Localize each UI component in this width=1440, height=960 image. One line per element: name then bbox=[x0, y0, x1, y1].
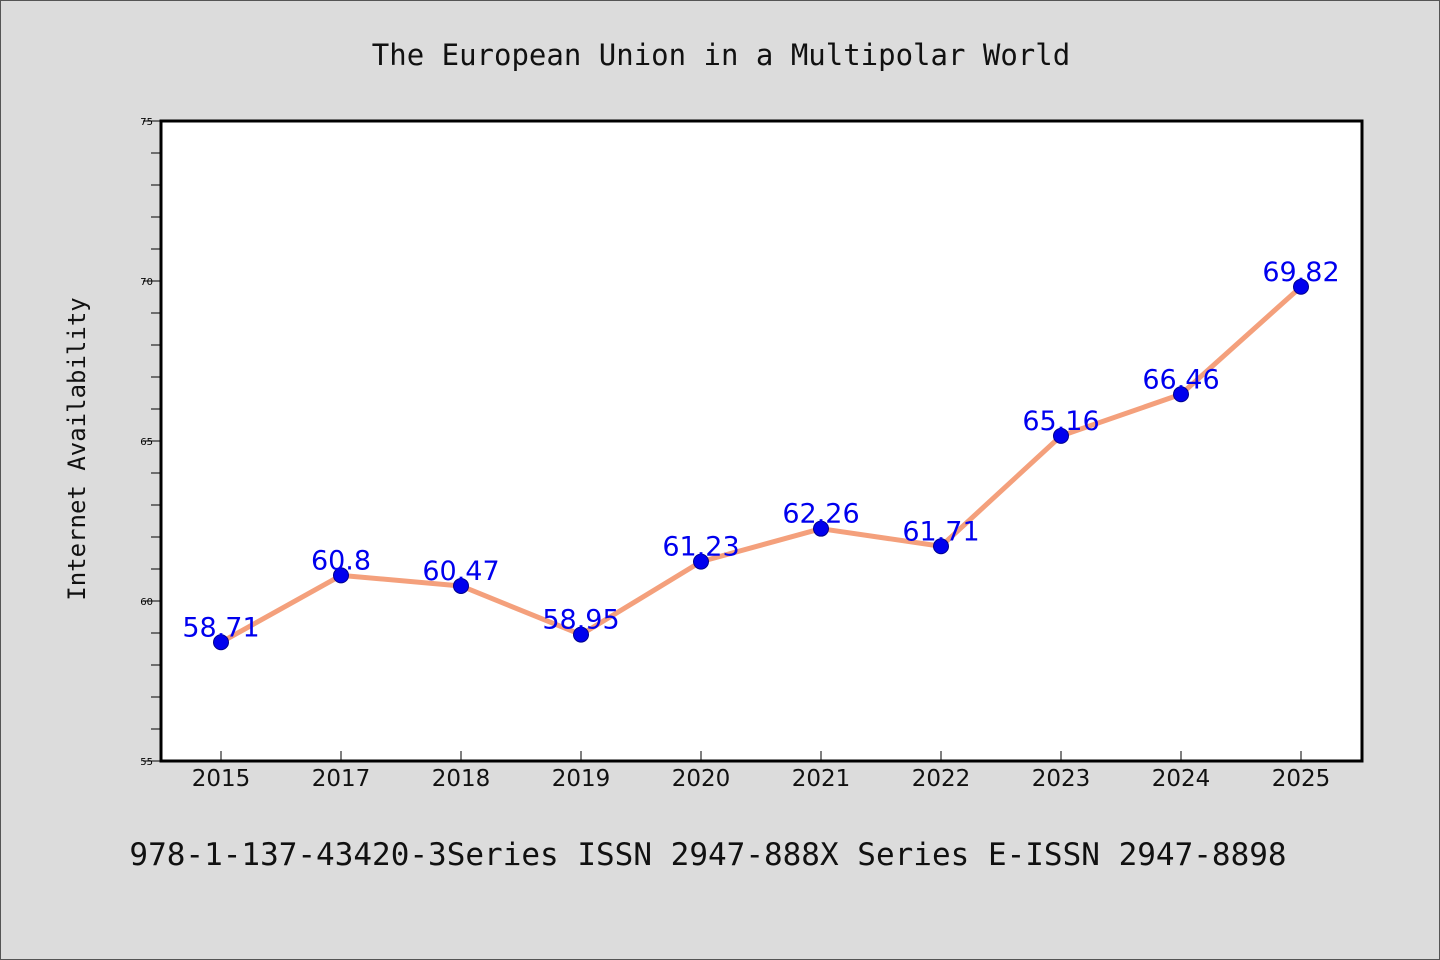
y-tick-label: 70 bbox=[140, 277, 153, 288]
x-tick-label: 2020 bbox=[672, 766, 731, 792]
data-label: 60.8 bbox=[311, 545, 371, 576]
y-axis: 55 60 65 70 75 bbox=[140, 117, 161, 768]
data-markers bbox=[213, 278, 1309, 651]
x-axis: 2015 2017 2018 2019 2020 2021 2022 2023 2024 2025 bbox=[192, 751, 1331, 792]
data-point bbox=[1053, 427, 1069, 444]
data-label: 65.16 bbox=[1022, 406, 1099, 437]
data-point bbox=[813, 520, 829, 537]
x-tick-label: 2021 bbox=[792, 766, 851, 792]
data-label: 58.71 bbox=[182, 612, 259, 643]
data-point bbox=[933, 538, 949, 555]
x-tick-label: 2024 bbox=[1152, 766, 1211, 792]
x-tick-label: 2025 bbox=[1272, 766, 1331, 792]
data-label: 66.46 bbox=[1142, 364, 1219, 395]
y-tick-label: 60 bbox=[140, 597, 153, 608]
data-point bbox=[213, 634, 229, 651]
data-label: 61.71 bbox=[902, 516, 979, 547]
y-tick-label: 65 bbox=[140, 437, 153, 448]
x-tick-label: 2022 bbox=[912, 766, 971, 792]
data-label: 58.95 bbox=[542, 605, 619, 636]
data-point bbox=[1173, 386, 1189, 403]
x-tick-label: 2015 bbox=[192, 766, 251, 792]
x-tick-label: 2017 bbox=[312, 766, 371, 792]
x-tick-label: 2018 bbox=[432, 766, 491, 792]
x-tick-label: 2019 bbox=[552, 766, 611, 792]
data-label: 61.23 bbox=[662, 532, 739, 563]
series-line bbox=[219, 284, 1303, 645]
y-tick-label: 55 bbox=[140, 757, 153, 768]
data-label: 62.26 bbox=[782, 499, 859, 530]
chart-title: The European Union in a Multipolar World bbox=[372, 38, 1070, 72]
y-axis-label: Internet Availability bbox=[63, 297, 91, 600]
data-point bbox=[333, 567, 349, 584]
plot-area bbox=[159, 119, 1364, 763]
data-labels: 58.71 60.8 60.47 58.95 61.23 62.26 61.71 65.16 6… bbox=[182, 257, 1339, 644]
x-tick-label: 2023 bbox=[1032, 766, 1091, 792]
data-point bbox=[453, 577, 469, 594]
data-label: 60.47 bbox=[422, 556, 499, 587]
data-point bbox=[693, 553, 709, 570]
data-point bbox=[1293, 278, 1309, 295]
data-point bbox=[573, 626, 589, 643]
footer-text: 978-1-137-43420-3Series ISSN 2947-888X S… bbox=[129, 837, 1286, 873]
y-tick-label: 75 bbox=[140, 117, 153, 128]
data-label: 69.82 bbox=[1262, 257, 1339, 288]
